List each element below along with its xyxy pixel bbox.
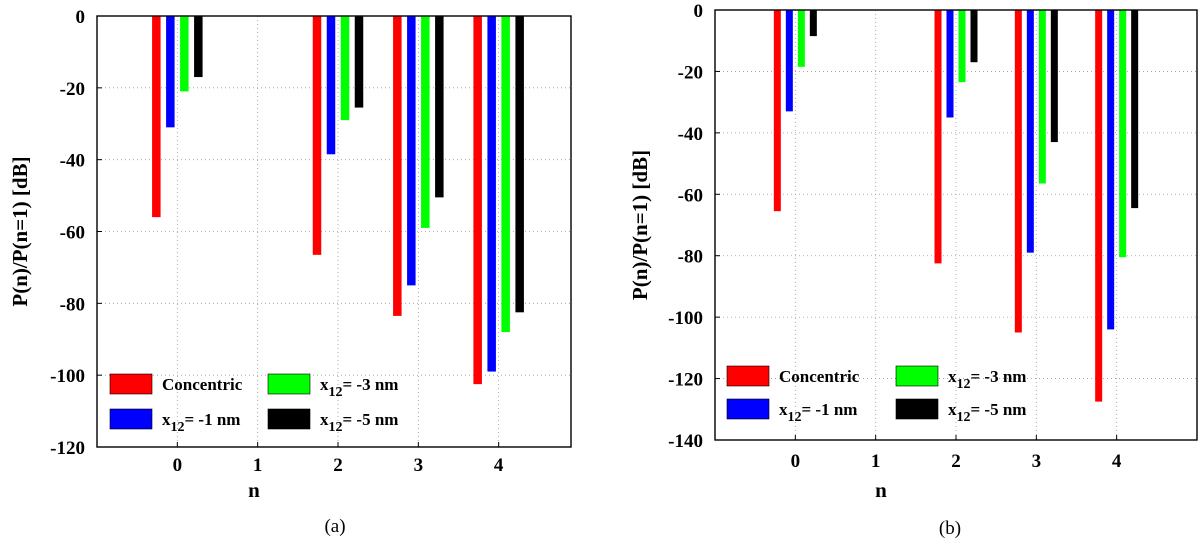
panel-b-bar-series-1-n3 (1026, 10, 1034, 253)
panel-a-xtick-label: 1 (253, 455, 263, 476)
panel-b-bar-concentric-n2 (934, 10, 942, 264)
panel-b-ytick-label: -20 (678, 62, 703, 83)
panel-a-bar-series-3-n2 (354, 16, 364, 108)
panel-b-legend-label: Concentric (779, 367, 860, 386)
panel-a-bar-series-1-n4 (487, 16, 496, 372)
panel-b-xtick-label: 4 (1112, 451, 1122, 472)
panel-a-y-axis-label: P(n)/P(n=1) [dB] (8, 156, 32, 306)
panel-a-legend-swatch (267, 373, 311, 395)
panel-b-legend-label: x12= -5 nm (948, 400, 1026, 425)
panel-b: 0 -20 -40 -60 -80 -100 -120 -140 0 1 2 3 4 n P(n)/P(n=… (628, 1, 1198, 539)
panel-a-bar-concentric-n3 (393, 16, 402, 316)
panel-a-bar-concentric-n0 (152, 16, 161, 218)
panel-a-caption: (a) (324, 516, 345, 537)
panel-b-ytick-label: 0 (694, 1, 704, 22)
panel-b-bar-series-1-n0 (785, 10, 793, 112)
panel-a-bar-series-2-n4 (501, 16, 510, 333)
panel-b-legend-label: x12= -1 nm (779, 400, 857, 425)
panel-b-ytick-label: -60 (678, 185, 703, 206)
panel-b-bar-series-1-n4 (1107, 10, 1115, 330)
panel-a-bar-series-2-n3 (421, 16, 430, 228)
panel-b-bar-series-2-n2 (958, 10, 966, 83)
panel-a-bar-series-1-n2 (326, 16, 336, 155)
panel-b-ytick-label: -120 (668, 370, 703, 391)
panel-b-x-axis-label: n (875, 478, 887, 502)
panel-b-legend-swatch (726, 398, 770, 420)
panel-a-legend-swatch (109, 408, 153, 430)
panel-a-ytick-label: -40 (60, 151, 85, 172)
panel-b-ytick-label: -40 (678, 124, 703, 145)
panel-b-xtick-label: 1 (871, 451, 881, 472)
panel-a-ytick-label: -20 (60, 79, 85, 100)
panel-b-bar-concentric-n0 (773, 10, 781, 212)
panel-b-bar-series-3-n4 (1131, 10, 1139, 209)
panel-a-legend-label: x12= -5 nm (320, 410, 398, 435)
panel-b-ytick-label: -80 (678, 247, 703, 268)
panel-b-legend-swatch (895, 398, 939, 420)
panel-b-ytick-label: -100 (668, 308, 703, 329)
panel-a-legend-label: x12= -3 nm (320, 375, 398, 400)
panel-a-bar-concentric-n4 (473, 16, 482, 385)
panel-a-ytick-label: 0 (76, 7, 86, 28)
panel-a-legend-swatch (109, 373, 153, 395)
panel-a-ytick-label: -120 (50, 438, 85, 459)
panel-b-legend-swatch (895, 365, 939, 387)
panel-b-bar-series-3-n0 (809, 10, 817, 37)
panel-a-legend-swatch (267, 408, 311, 430)
panel-b-bar-concentric-n3 (1014, 10, 1022, 333)
panel-b-bar-series-3-n3 (1050, 10, 1058, 143)
panel-b-y-axis-label: P(n)/P(n=1) [dB] (628, 150, 652, 300)
panel-b-caption: (b) (939, 518, 961, 539)
panel-b-legend-swatch (726, 365, 770, 387)
panel-a-legend-label: Concentric (162, 375, 243, 394)
panel-a: 0 -20 -40 -60 -80 -100 -120 0 1 2 3 4 n P(n)/P(n=1) [… (8, 7, 572, 537)
panel-a-ytick-label: -80 (60, 294, 85, 315)
panel-b-bar-series-2-n0 (797, 10, 805, 67)
panel-a-x-axis-label: n (248, 478, 260, 502)
panel-b-legend: Concentric x12= -1 nm x12= -3 nm x12= -5 nm (726, 365, 1026, 425)
panel-a-ytick-label: -60 (60, 223, 85, 244)
panel-b-bar-concentric-n4 (1095, 10, 1103, 402)
panel-a-bar-series-3-n3 (435, 16, 444, 198)
panel-a-bar-concentric-n2 (312, 16, 322, 255)
panel-a-ytick-label: -100 (50, 366, 85, 387)
panel-a-xtick-label: 3 (414, 455, 424, 476)
panel-b-ytick-label: -140 (668, 431, 703, 452)
panel-b-legend-label: x12= -3 nm (948, 367, 1026, 392)
panel-b-bar-series-2-n3 (1038, 10, 1046, 184)
panel-a-legend: Concentric x12= -1 nm x12= -3 nm x12= -5 nm (109, 373, 398, 435)
panel-b-xtick-label: 2 (951, 451, 961, 472)
panel-b-bar-series-3-n2 (970, 10, 978, 63)
panel-a-bar-series-2-n2 (340, 16, 350, 121)
panel-a-xtick-label: 2 (333, 455, 343, 476)
panel-b-xtick-label: 0 (791, 451, 801, 472)
panel-a-bar-series-3-n4 (515, 16, 524, 313)
panel-a-xtick-label: 0 (173, 455, 183, 476)
panel-a-legend-label: x12= -1 nm (162, 410, 240, 435)
panel-a-bar-series-2-n0 (180, 16, 189, 92)
panel-b-bar-series-1-n2 (946, 10, 954, 118)
panel-b-xtick-label: 3 (1032, 451, 1042, 472)
panel-a-bar-series-3-n0 (194, 16, 203, 78)
panel-a-bar-series-1-n3 (407, 16, 416, 286)
panel-b-bar-series-2-n4 (1119, 10, 1127, 258)
panel-a-xtick-label: 4 (494, 455, 504, 476)
panel-a-bar-series-1-n0 (166, 16, 175, 128)
panel-b-plot-area (715, 10, 1197, 440)
